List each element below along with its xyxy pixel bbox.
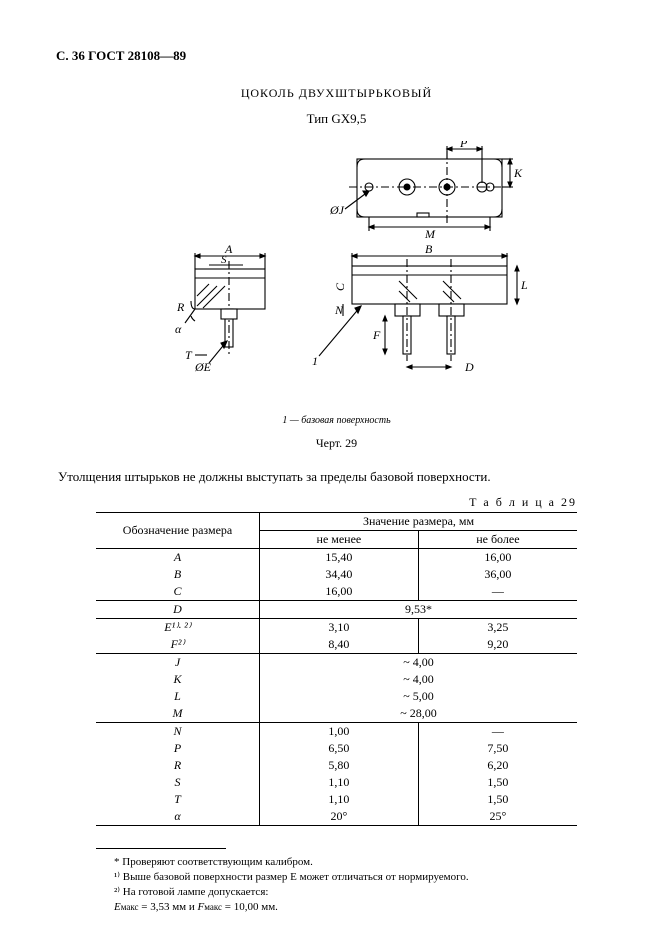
table-row: M~ 28,00	[96, 705, 577, 723]
table-row: B34,4036,00	[96, 566, 577, 583]
svg-text:P: P	[459, 141, 468, 150]
footnote-3: ²⁾ На готовой лампе допускается:	[96, 885, 577, 900]
document-title: ЦОКОЛЬ ДВУХШТЫРЬКОВЫЙ	[56, 86, 617, 101]
svg-text:N: N	[334, 303, 344, 317]
col-header-max: не более	[418, 531, 577, 549]
svg-text:F: F	[372, 328, 381, 342]
table-row: T1,101,50	[96, 791, 577, 808]
table-row: L~ 5,00	[96, 688, 577, 705]
svg-text:R: R	[176, 300, 185, 314]
table-row: C16,00—	[96, 583, 577, 601]
page-header: С. 36 ГОСТ 28108—89	[56, 48, 617, 64]
table-row: R5,806,20	[96, 757, 577, 774]
col-header-span: Значение размера, мм	[260, 513, 577, 531]
svg-text:L: L	[520, 278, 527, 292]
svg-text:B: B	[425, 242, 433, 256]
svg-text:T: T	[185, 348, 193, 362]
table-row: P6,507,50	[96, 740, 577, 757]
svg-text:D: D	[464, 360, 474, 374]
svg-text:α: α	[175, 322, 182, 336]
svg-text:M: M	[424, 227, 436, 241]
table-row: S1,101,50	[96, 774, 577, 791]
table-row: α20°25°	[96, 808, 577, 826]
table-number: Т а б л и ц а 29	[96, 495, 577, 510]
col-header-label: Обозначение размера	[96, 513, 260, 549]
table-row: N1,00—	[96, 723, 577, 741]
drawing-label: Черт. 29	[56, 436, 617, 451]
engineering-drawing: P K ØJ M	[56, 141, 617, 411]
drawing-caption: 1 — базовая поверхность	[56, 415, 617, 426]
svg-text:S: S	[221, 254, 227, 266]
svg-text:ØE: ØE	[194, 360, 212, 374]
svg-text:K: K	[513, 166, 523, 180]
svg-text:C: C	[333, 282, 347, 291]
dimensions-table: Обозначение размера Значение размера, мм…	[96, 512, 577, 826]
footnote-1: * Проверяют соответствующим калибром.	[96, 855, 577, 870]
table-row: A15,4016,00	[96, 549, 577, 567]
footnote-4: Eмакс = 3,53 мм и Fмакс = 10,00 мм.	[96, 900, 577, 915]
document-subtitle: Тип GX9,5	[56, 111, 617, 127]
col-header-min: не менее	[260, 531, 419, 549]
footnotes: * Проверяют соответствующим калибром. ¹⁾…	[56, 848, 617, 914]
svg-text:1: 1	[312, 354, 318, 368]
table-row: J~ 4,00	[96, 654, 577, 672]
note-text: Утолщения штырьков не должны выступать з…	[56, 469, 617, 485]
svg-text:ØJ: ØJ	[329, 203, 345, 217]
table-row: E¹⁾· ²⁾3,103,25	[96, 619, 577, 637]
table-row: D9,53*	[96, 601, 577, 619]
table-row: F²⁾8,409,20	[96, 636, 577, 654]
table-row: K~ 4,00	[96, 671, 577, 688]
footnote-2: ¹⁾ Выше базовой поверхности размер E мож…	[96, 870, 577, 885]
